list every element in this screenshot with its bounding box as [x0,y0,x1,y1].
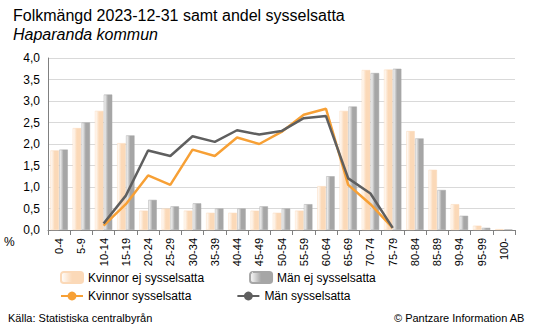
svg-text:60-64: 60-64 [320,238,332,266]
svg-text:80-84: 80-84 [409,238,421,266]
svg-text:3,0: 3,0 [23,94,40,108]
svg-text:4,0: 4,0 [23,51,40,65]
svg-text:5-9: 5-9 [75,238,87,254]
svg-text:0,5: 0,5 [23,202,40,216]
svg-text:65-69: 65-69 [342,238,354,266]
svg-text:Källa: Statistiska centralbyrå: Källa: Statistiska centralbyrån [8,312,152,324]
svg-text:55-59: 55-59 [298,238,310,266]
svg-text:2,0: 2,0 [23,137,40,151]
svg-text:1,0: 1,0 [23,180,40,194]
svg-text:Haparanda kommun: Haparanda kommun [13,26,158,43]
svg-text:0-4: 0-4 [53,238,65,254]
svg-text:Kvinnor ej sysselsatta: Kvinnor ej sysselsatta [88,271,204,285]
svg-text:50-54: 50-54 [276,238,288,266]
svg-text:35-39: 35-39 [209,238,221,266]
svg-text:Folkmängd 2023-12-31 samt ande: Folkmängd 2023-12-31 samt andel sysselsa… [13,7,345,24]
svg-text:Män ej sysselsatta: Män ej sysselsatta [277,271,376,285]
svg-text:2,5: 2,5 [23,116,40,130]
svg-text:95-99: 95-99 [476,238,488,266]
svg-text:85-89: 85-89 [431,238,443,266]
svg-text:30-34: 30-34 [187,238,199,266]
svg-text:Kvinnor sysselsatta: Kvinnor sysselsatta [88,289,192,303]
svg-text:10-14: 10-14 [98,238,110,266]
svg-text:%: % [4,235,15,249]
svg-text:© Pantzare Information AB: © Pantzare Information AB [394,312,524,324]
svg-text:20-24: 20-24 [142,238,154,266]
svg-text:3,5: 3,5 [23,73,40,87]
svg-text:45-49: 45-49 [253,238,265,266]
svg-text:1,5: 1,5 [23,159,40,173]
svg-text:40-44: 40-44 [231,238,243,266]
svg-text:15-19: 15-19 [120,238,132,266]
svg-text:Män sysselsatta: Män sysselsatta [264,289,350,303]
svg-text:75-79: 75-79 [387,238,399,266]
svg-text:0,0: 0,0 [23,223,40,237]
svg-text:90-94: 90-94 [453,238,465,266]
svg-text:25-29: 25-29 [164,238,176,266]
svg-text:70-74: 70-74 [364,238,376,266]
svg-text:100-: 100- [498,238,510,260]
